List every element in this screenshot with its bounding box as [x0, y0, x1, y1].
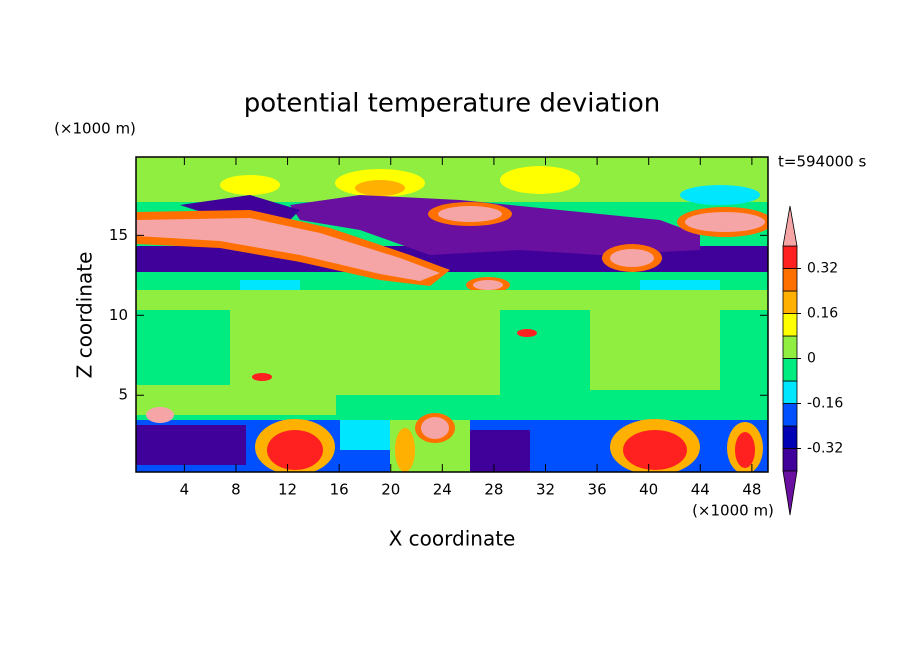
contour-region — [590, 300, 720, 390]
colorbar-box — [782, 268, 798, 292]
colorbar-tick-label: -0.16 — [807, 396, 843, 412]
y-tick-label: 10 — [109, 306, 128, 324]
x-tick-label: 44 — [691, 481, 710, 499]
contour-region — [680, 185, 760, 205]
x-tick-label: 40 — [639, 481, 658, 499]
colorbar-tick-label: 0 — [807, 351, 816, 367]
contour-region — [735, 432, 755, 468]
time-annotation: t=594000 s — [778, 153, 866, 171]
x-tick-label: 48 — [742, 481, 761, 499]
contour-region — [355, 180, 405, 196]
x-unit: (×1000 m) — [692, 502, 774, 520]
y-tick-label: 5 — [118, 386, 128, 404]
colorbar-box — [782, 448, 798, 472]
colorbar-box — [782, 380, 798, 404]
y-axis-label: Z coordinate — [73, 252, 97, 379]
contour-region — [230, 305, 500, 395]
x-axis-label: X coordinate — [389, 527, 516, 551]
contour-region — [136, 425, 246, 465]
colorbar-triangle — [782, 470, 798, 516]
colorbar-tick-label: 0.16 — [807, 306, 838, 322]
x-tick-label: 24 — [433, 481, 452, 499]
contour-region — [146, 407, 174, 423]
contour-region — [623, 430, 687, 470]
colorbar-box — [782, 335, 798, 359]
colorbar-box — [782, 290, 798, 314]
y-tick-label: 15 — [109, 226, 128, 244]
contour-region — [290, 195, 700, 255]
contour-region — [240, 280, 300, 290]
colorbar-box — [782, 425, 798, 449]
contour-field — [136, 157, 768, 472]
x-tick-label: 16 — [330, 481, 349, 499]
colorbar-box — [782, 403, 798, 427]
plot-frame — [135, 156, 769, 473]
contour-region — [267, 430, 323, 470]
x-tick-label: 36 — [588, 481, 607, 499]
contour-region — [473, 280, 503, 290]
y-unit: (×1000 m) — [54, 120, 136, 138]
contour-region — [685, 212, 765, 232]
x-tick-label: 20 — [381, 481, 400, 499]
x-tick-label: 4 — [180, 481, 190, 499]
contour-region — [421, 417, 449, 439]
chart-title: potential temperature deviation — [244, 89, 660, 119]
contour-region — [470, 430, 530, 472]
colorbar-box — [782, 313, 798, 337]
colorbar-box — [782, 245, 798, 269]
x-tick-label: 28 — [484, 481, 503, 499]
x-tick-label: 12 — [278, 481, 297, 499]
contour-region — [640, 280, 720, 290]
x-tick-label: 32 — [536, 481, 555, 499]
contour-region — [220, 175, 280, 195]
x-tick-label: 8 — [231, 481, 241, 499]
colorbar-triangle — [782, 205, 798, 247]
contour-region — [610, 249, 654, 267]
contour-region — [136, 218, 440, 281]
contour-region — [252, 373, 272, 381]
colorbar-tick-label: 0.32 — [807, 261, 838, 277]
contour-region — [500, 166, 580, 194]
contour-region — [395, 428, 415, 472]
contour-region — [517, 329, 537, 337]
colorbar-tick-label: -0.32 — [807, 441, 843, 457]
contour-region — [438, 206, 502, 222]
colorbar-box — [782, 358, 798, 382]
